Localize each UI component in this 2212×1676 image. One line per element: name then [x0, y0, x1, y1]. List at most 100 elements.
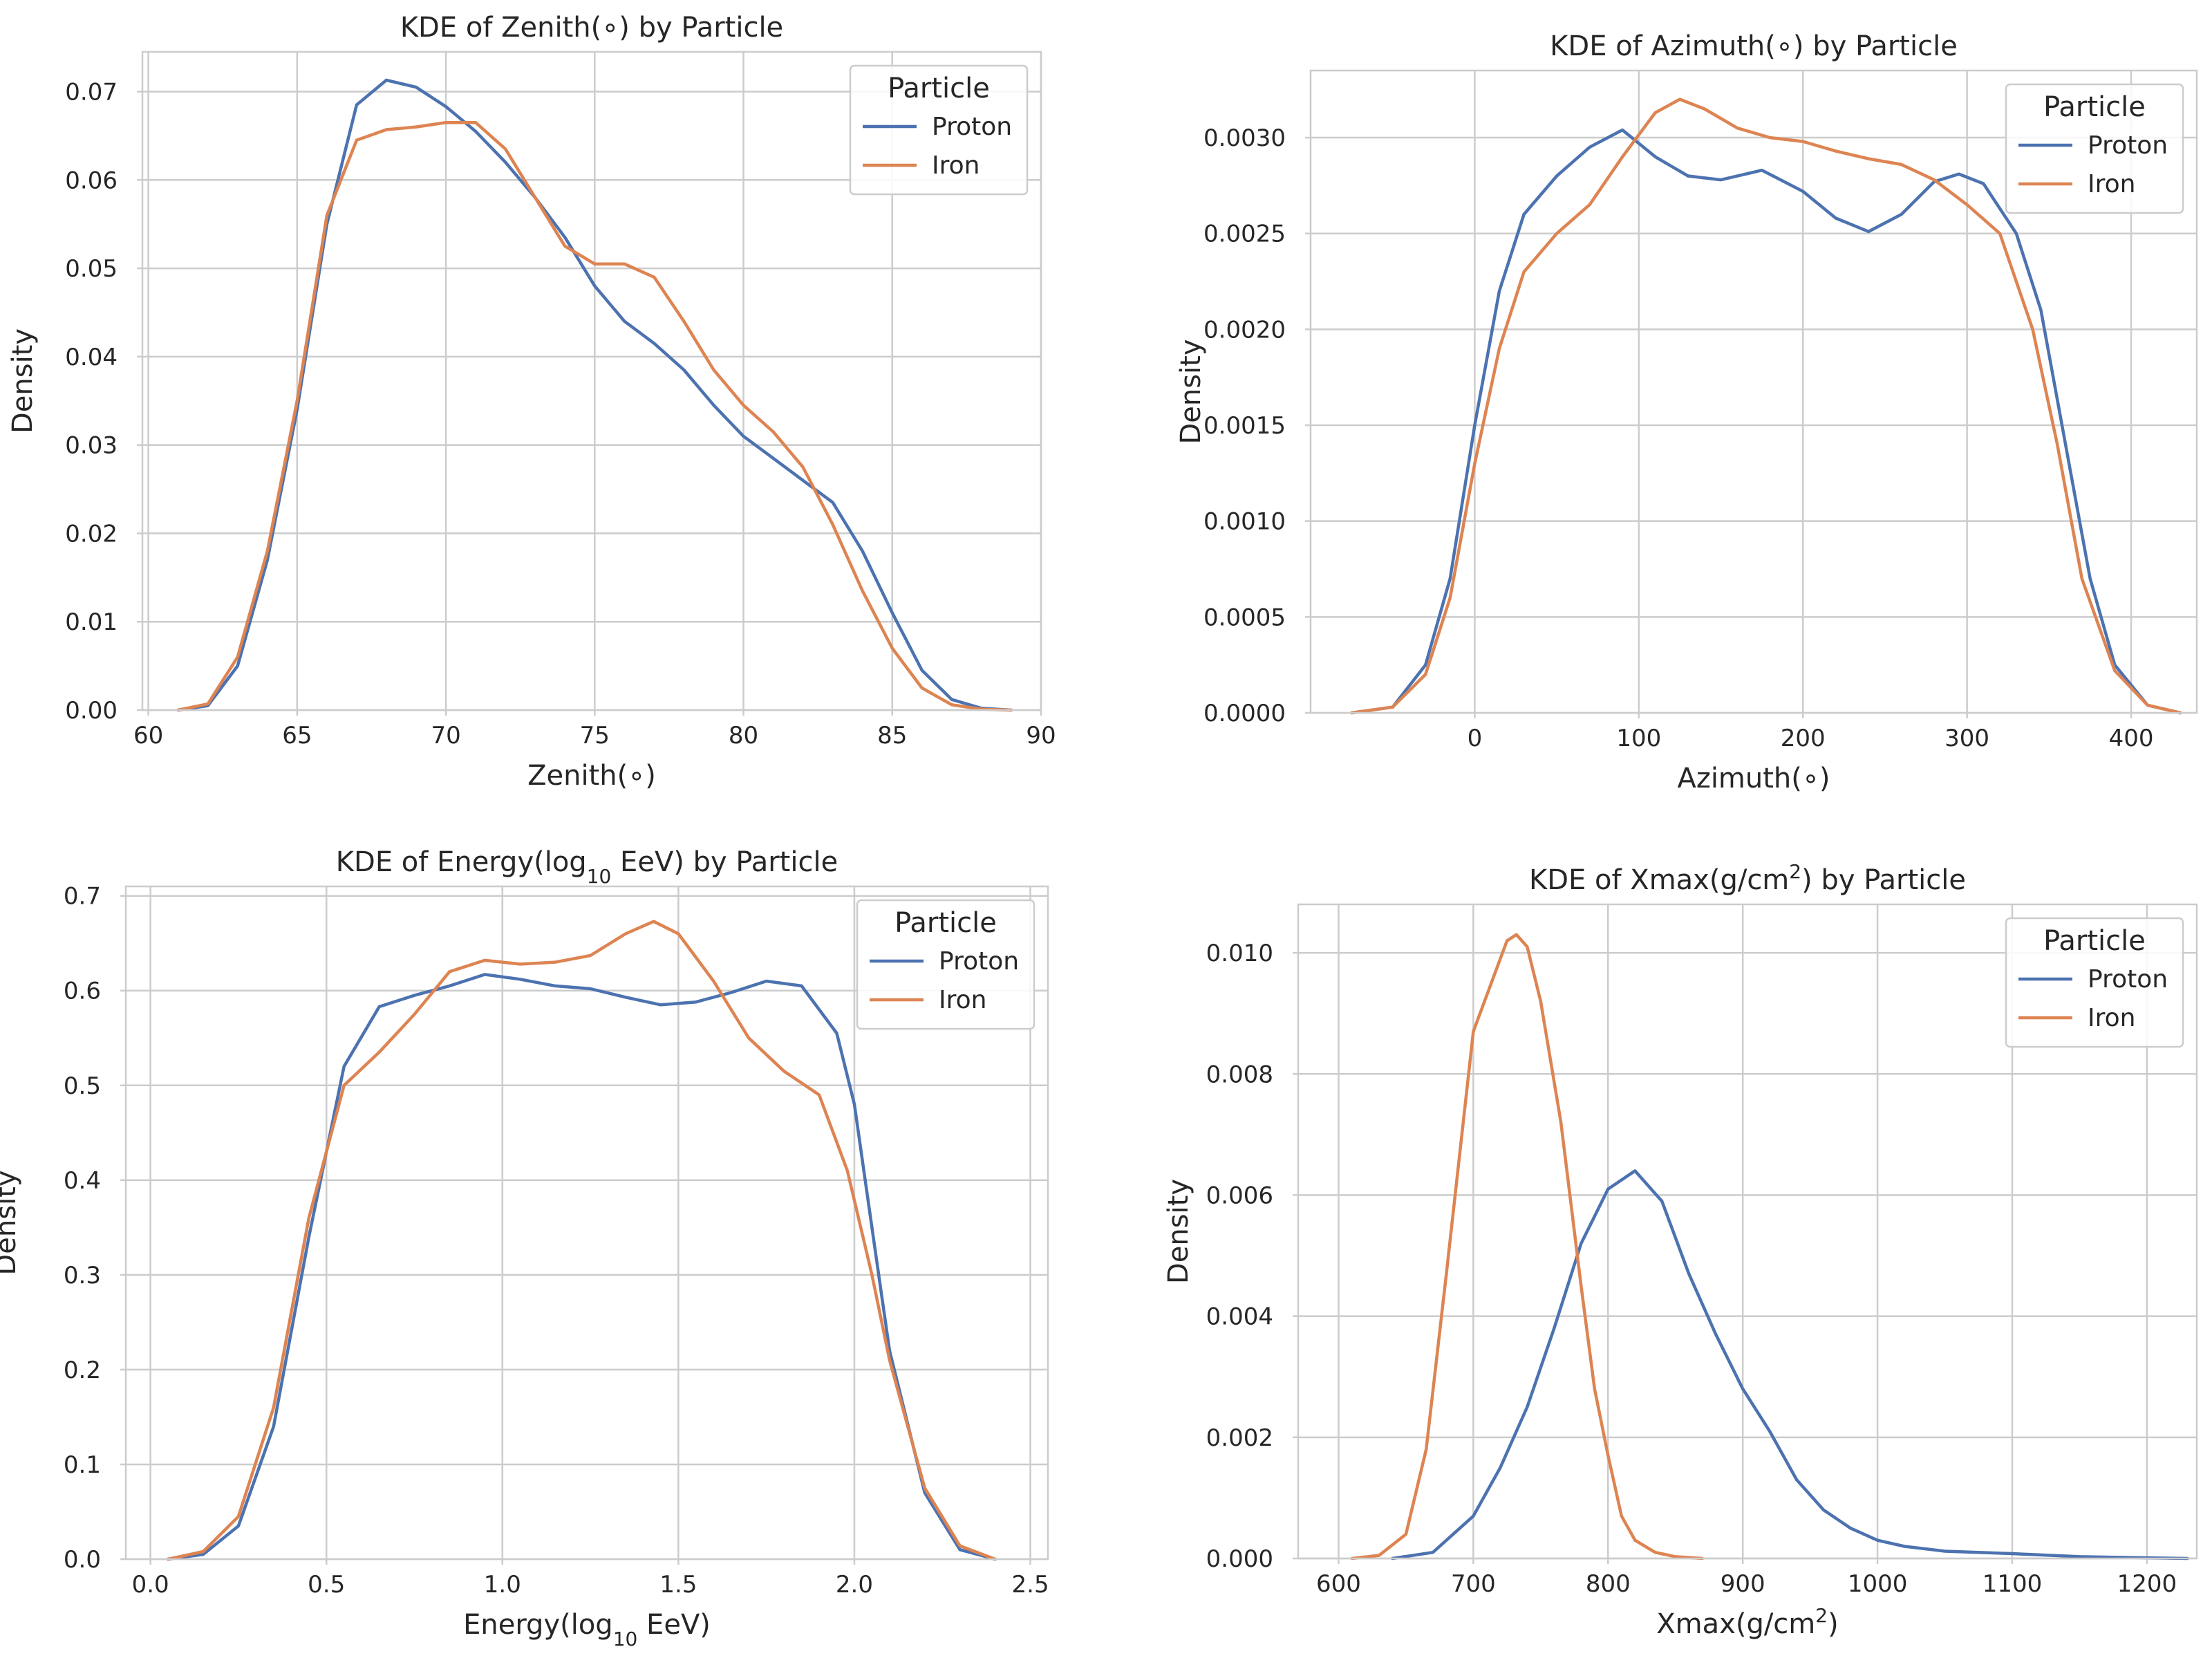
x-tick-label: 60: [133, 722, 163, 749]
y-axis-label: Density: [1163, 1179, 1194, 1284]
x-tick-label: 2.0: [836, 1571, 873, 1599]
plot-frame: [141, 50, 1042, 711]
x-axis-label: Zenith(∘): [527, 760, 656, 792]
x-tick-label: 1100: [1983, 1570, 2043, 1598]
legend-title: Particle: [2043, 91, 2146, 123]
x-tick-label: 600: [1316, 1570, 1361, 1598]
y-tick-label: 0.00: [65, 697, 118, 725]
y-tick-label: 0.03: [65, 432, 118, 460]
series-line-iron: [1350, 933, 1704, 1561]
x-tick-label: 800: [1586, 1570, 1631, 1598]
y-tick-label: 0.0015: [1203, 412, 1286, 440]
series-line-proton: [166, 973, 997, 1561]
x-tick-label: 400: [2109, 725, 2154, 752]
legend-entry-proton: Proton: [2088, 131, 2168, 160]
x-tick-label: 0: [1468, 725, 1483, 752]
x-tick-label: 0.5: [308, 1571, 345, 1599]
plot-frame: [1297, 903, 2198, 1560]
chart-panel-4: 600 700 800 900 1000 1100 1200 0.000 0.002 0.004 0…: [1163, 860, 2198, 1641]
y-tick-label: 0.5: [64, 1072, 101, 1100]
x-tick-label: 70: [431, 722, 460, 749]
y-tick-label: 0.0005: [1203, 604, 1286, 631]
y-tick-label: 0.1: [64, 1451, 101, 1479]
series-line-iron: [176, 120, 1013, 712]
x-axis-label: Azimuth(∘): [1677, 763, 1830, 794]
y-tick-label: 0.3: [64, 1262, 101, 1289]
plot-frame: [124, 885, 1049, 1561]
legend-entry-iron: Iron: [939, 986, 986, 1014]
series-line-iron: [1350, 97, 2182, 715]
x-tick-label: 200: [1781, 725, 1826, 752]
series-line-iron: [166, 920, 997, 1561]
legend-box: [2005, 917, 2184, 1048]
legend-box: [849, 64, 1029, 196]
y-tick-label: 0.000: [1206, 1545, 1273, 1573]
x-tick-label: 0.0: [132, 1571, 169, 1599]
x-axis-label: Energy(log10 EeV): [463, 1609, 711, 1650]
x-tick-label: 1.0: [484, 1571, 521, 1599]
chart-panel-3: 0.0 0.5 1.0 1.5 2.0 2.5 0.0 0.1 0.2 0.3 0.4 0.5 0.6 0…: [0, 846, 1049, 1650]
y-tick-label: 0.0: [64, 1546, 101, 1574]
y-tick-label: 0.004: [1206, 1303, 1273, 1331]
x-tick-label: 1200: [2117, 1570, 2177, 1598]
legend: Particle Proton Iron: [849, 64, 1029, 196]
legend-entry-proton: Proton: [932, 113, 1012, 141]
x-tick-label: 65: [282, 722, 312, 749]
y-tick-label: 0.4: [64, 1167, 101, 1195]
legend-title: Particle: [894, 907, 997, 939]
y-tick-label: 0.0025: [1203, 221, 1286, 248]
y-tick-label: 0.0000: [1203, 700, 1286, 727]
legend: Particle Proton Iron: [856, 899, 1035, 1030]
legend-entry-iron: Iron: [932, 151, 980, 180]
legend-entry-iron: Iron: [2088, 170, 2135, 198]
x-tick-label: 1000: [1848, 1570, 1908, 1598]
y-tick-label: 0.01: [65, 608, 118, 636]
x-tick-label: 100: [1616, 725, 1661, 752]
chart-panel-2: 0 100 200 300 400 0.0000 0.0005 0.0010 0.0015 0.0…: [1175, 30, 2198, 794]
y-tick-label: 0.04: [65, 344, 118, 371]
plot-frame: [1309, 69, 2198, 714]
chart-title: KDE of Energy(log10 EeV) by Particle: [336, 846, 838, 888]
x-tick-label: 900: [1721, 1570, 1765, 1598]
x-tick-label: 2.5: [1012, 1571, 1049, 1599]
legend-entry-iron: Iron: [2088, 1004, 2135, 1032]
x-tick-label: 75: [580, 722, 610, 749]
legend-box: [2005, 83, 2184, 214]
y-tick-label: 0.008: [1206, 1061, 1273, 1088]
y-tick-label: 0.010: [1206, 940, 1273, 967]
legend-title: Particle: [2043, 925, 2146, 957]
x-axis-label: Xmax(g/cm2): [1656, 1604, 1838, 1641]
x-tick-label: 85: [877, 722, 907, 749]
x-tick-label: 300: [1944, 725, 1989, 752]
y-axis-label: Density: [0, 1170, 22, 1275]
chart-panel-1: 60 65 70 75 80 85 90 0.00 0.01 0.02 0.03 0.04 0.05 0.…: [7, 12, 1056, 792]
legend: Particle Proton Iron: [2005, 83, 2184, 214]
series-line-proton: [1350, 128, 2182, 715]
y-tick-label: 0.002: [1206, 1424, 1273, 1452]
series-line-proton: [1391, 1169, 2189, 1561]
y-tick-label: 0.0030: [1203, 124, 1286, 152]
x-tick-label: 90: [1026, 722, 1056, 749]
y-tick-label: 0.2: [64, 1357, 101, 1384]
y-tick-label: 0.006: [1206, 1182, 1273, 1209]
y-tick-label: 0.0010: [1203, 508, 1286, 536]
y-tick-label: 0.02: [65, 520, 118, 548]
chart-title: KDE of Zenith(∘) by Particle: [400, 12, 783, 44]
y-axis-label: Density: [1175, 339, 1207, 444]
y-tick-label: 0.06: [65, 167, 118, 194]
y-axis-label: Density: [7, 328, 39, 434]
legend: Particle Proton Iron: [2005, 917, 2184, 1048]
x-tick-label: 80: [729, 722, 758, 749]
legend-title: Particle: [888, 73, 990, 104]
x-tick-label: 1.5: [659, 1571, 697, 1599]
y-tick-label: 0.07: [65, 79, 118, 106]
y-tick-label: 0.05: [65, 255, 118, 283]
chart-title: KDE of Azimuth(∘) by Particle: [1550, 30, 1958, 62]
legend-entry-proton: Proton: [2088, 965, 2168, 994]
x-tick-label: 700: [1451, 1570, 1496, 1598]
y-tick-label: 0.7: [64, 883, 101, 911]
chart-title: KDE of Xmax(g/cm2) by Particle: [1529, 860, 1966, 897]
y-tick-label: 0.6: [64, 978, 101, 1005]
legend-box: [856, 899, 1035, 1030]
